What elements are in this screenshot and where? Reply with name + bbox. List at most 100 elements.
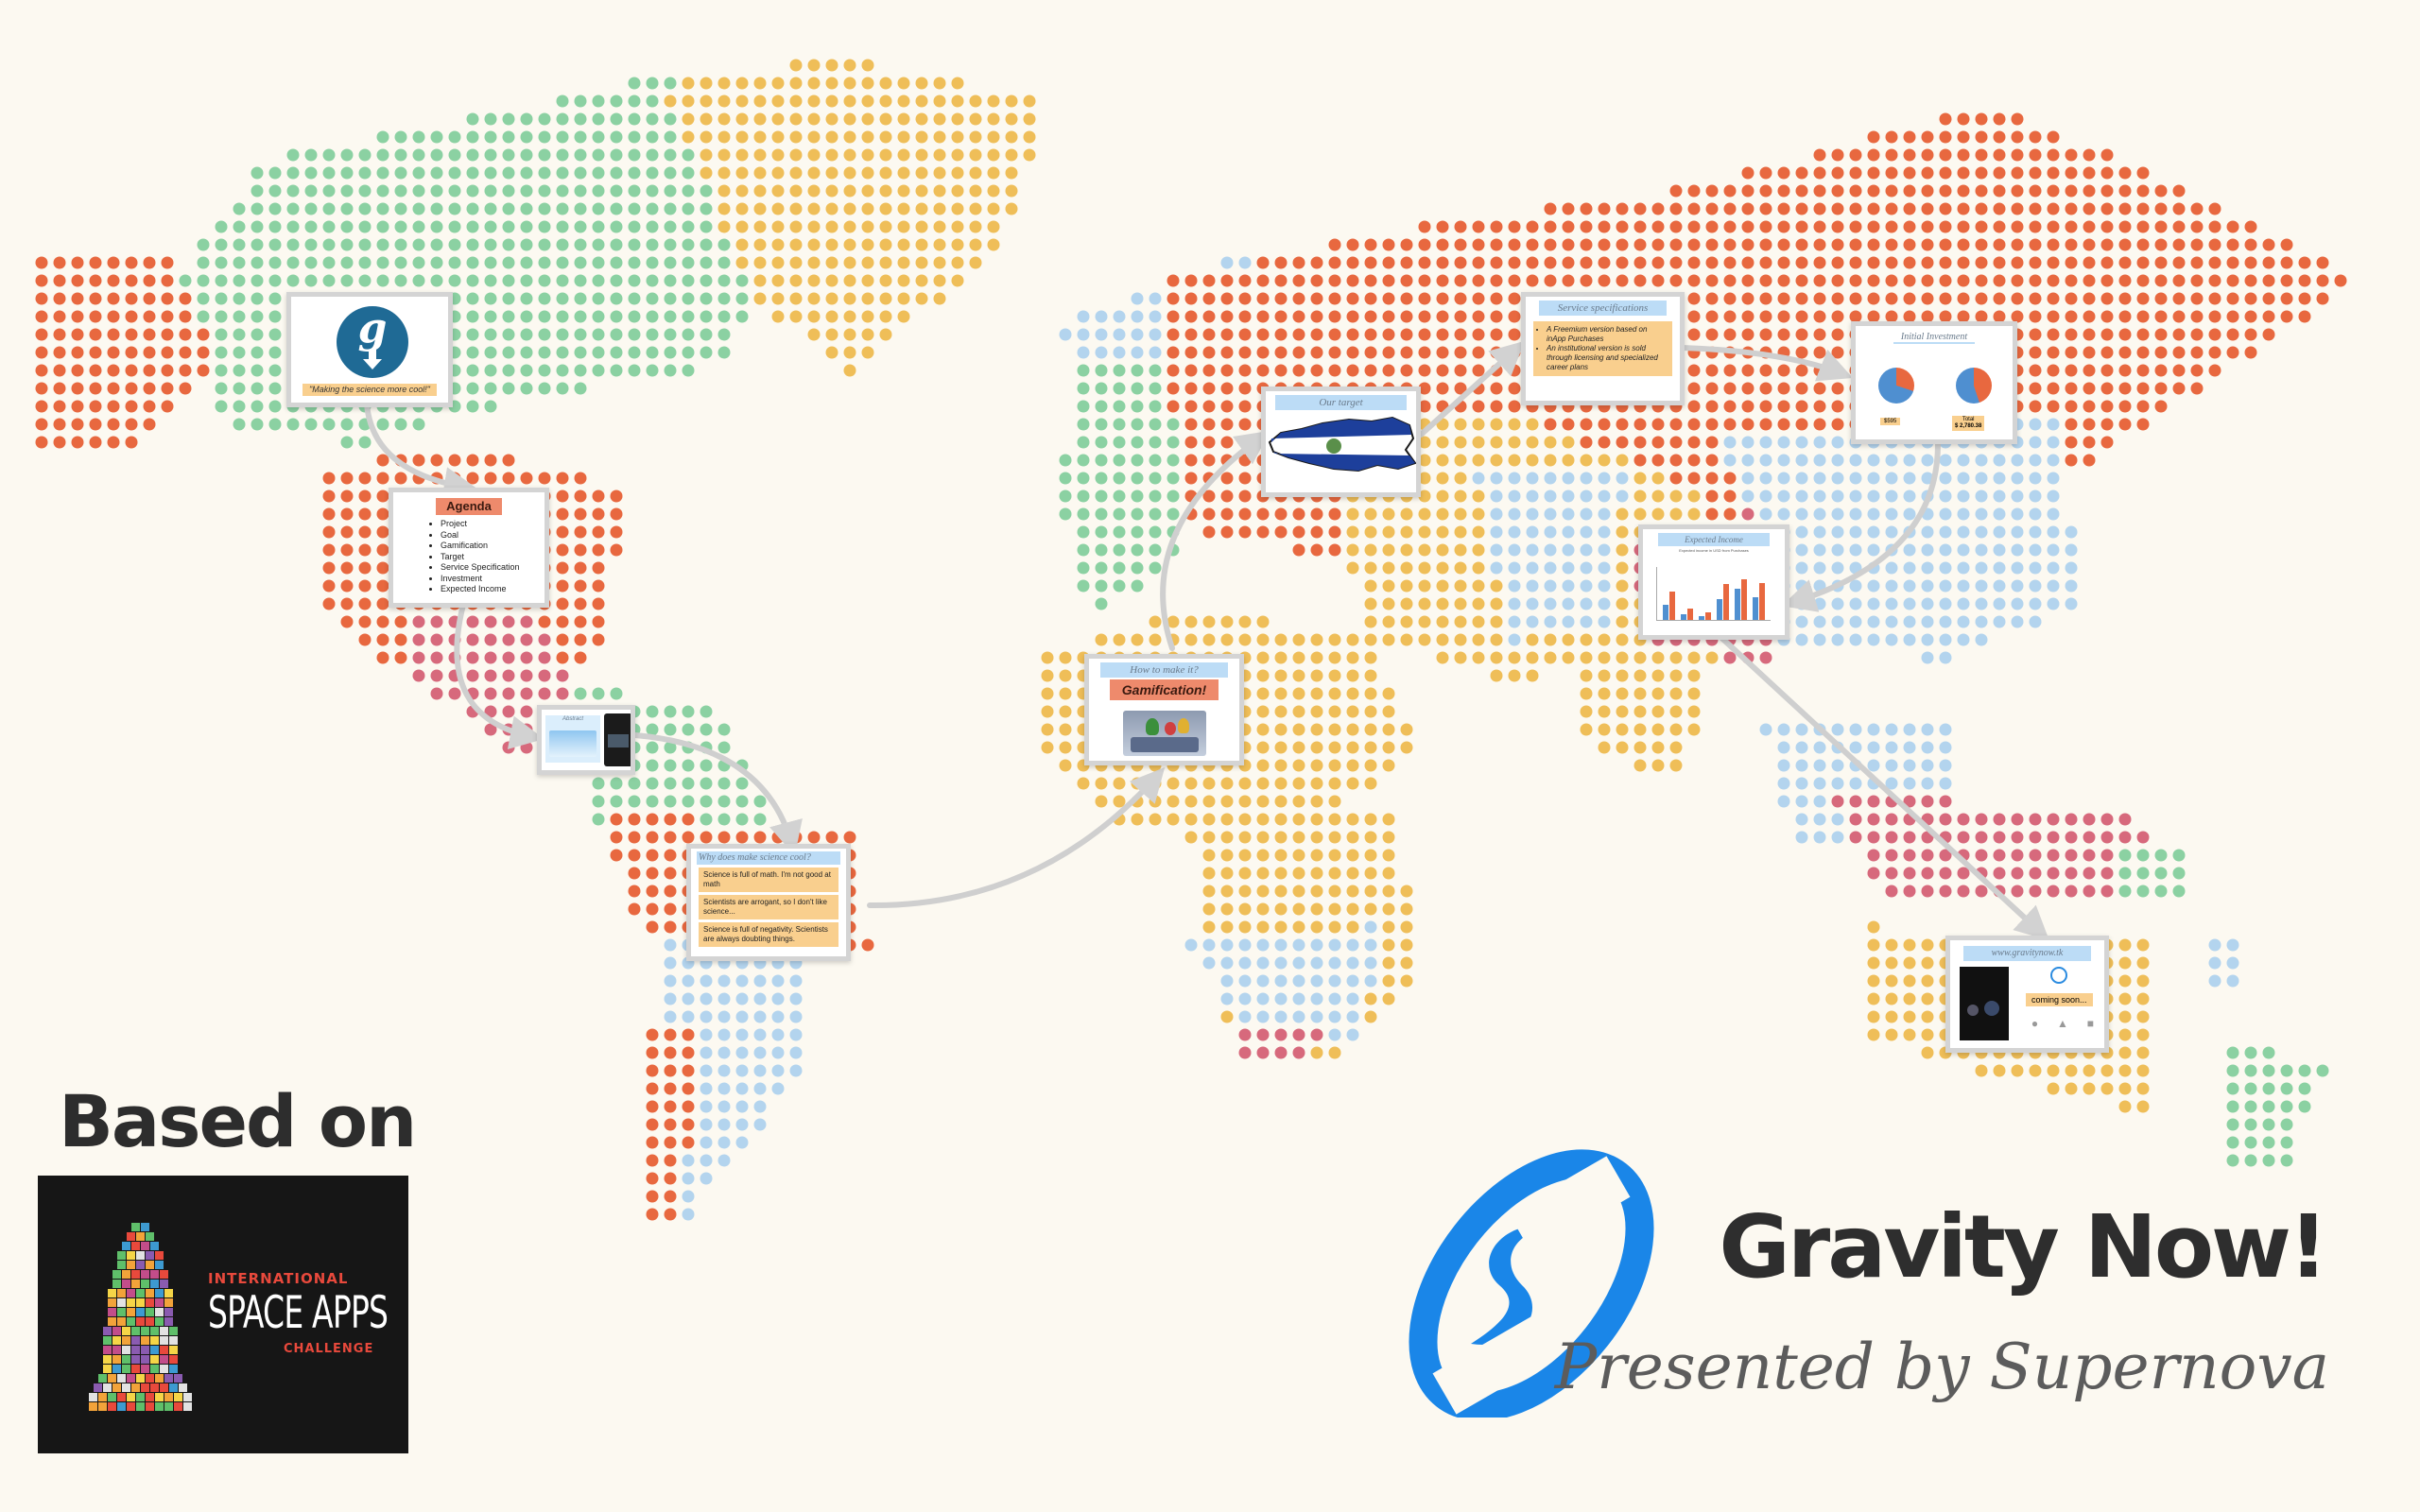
map-dot bbox=[340, 274, 354, 287]
map-dot bbox=[1220, 382, 1234, 395]
rocket-pixel bbox=[103, 1355, 112, 1364]
map-dot bbox=[771, 112, 785, 126]
map-dot bbox=[107, 328, 120, 341]
rocket-pixel bbox=[174, 1393, 182, 1401]
map-dot bbox=[592, 364, 605, 377]
map-dot bbox=[2118, 418, 2132, 431]
map-dot bbox=[1472, 454, 1485, 467]
map-dot bbox=[1472, 274, 1485, 287]
map-dot bbox=[789, 256, 803, 269]
map-dot bbox=[215, 274, 228, 287]
map-dot bbox=[358, 436, 372, 449]
map-dot bbox=[610, 364, 623, 377]
map-dot bbox=[628, 256, 641, 269]
map-dot bbox=[1508, 274, 1521, 287]
map-dot bbox=[1813, 382, 1826, 395]
map-dot bbox=[35, 436, 48, 449]
rocket-pixel bbox=[122, 1336, 130, 1345]
map-dot bbox=[807, 77, 821, 90]
map-dot bbox=[268, 364, 282, 377]
map-dot bbox=[340, 202, 354, 215]
map-dot bbox=[394, 202, 407, 215]
map-dot bbox=[53, 310, 66, 323]
map-dot bbox=[2208, 274, 2221, 287]
frame-investment[interactable]: Initial Investment $595 Total $ 2,780.38 bbox=[1851, 321, 2017, 444]
map-dot bbox=[1993, 310, 2006, 323]
rocket-pixel bbox=[136, 1232, 145, 1241]
frame-intro[interactable]: g "Making the science more cool!" bbox=[286, 292, 453, 407]
map-dot bbox=[2244, 238, 2257, 251]
map-dot bbox=[2244, 328, 2257, 341]
map-dot bbox=[1256, 256, 1270, 269]
frame-service[interactable]: Service specifications A Freemium versio… bbox=[1521, 292, 1685, 405]
frame-income[interactable]: Expected Income Expected income in USD f… bbox=[1638, 524, 1789, 640]
map-dot bbox=[1454, 436, 1467, 449]
map-dot bbox=[556, 274, 569, 287]
map-dot bbox=[1418, 274, 1431, 287]
map-dot bbox=[1454, 256, 1467, 269]
map-dot bbox=[394, 220, 407, 233]
map-dot bbox=[2154, 274, 2168, 287]
map-dot bbox=[843, 292, 856, 305]
frame-how[interactable]: How to make it? Gamification! bbox=[1084, 654, 1244, 765]
map-dot bbox=[2172, 364, 2186, 377]
rocket-pixel bbox=[122, 1383, 130, 1392]
map-dot bbox=[807, 274, 821, 287]
map-dot bbox=[1472, 238, 1485, 251]
map-dot bbox=[1526, 256, 1539, 269]
map-dot bbox=[1957, 184, 1970, 198]
map-dot bbox=[2047, 436, 2060, 449]
map-dot bbox=[700, 256, 713, 269]
map-dot bbox=[1903, 130, 1916, 144]
map-dot bbox=[2136, 238, 2150, 251]
frame-agenda[interactable]: Agenda ProjectGoalGamificationTargetServ… bbox=[389, 488, 549, 608]
map-dot bbox=[1957, 202, 1970, 215]
frame-target[interactable]: Our target bbox=[1261, 387, 1421, 497]
map-dot bbox=[1705, 436, 1719, 449]
map-dot bbox=[2011, 130, 2024, 144]
map-dot bbox=[717, 202, 731, 215]
map-dot bbox=[1095, 436, 1108, 449]
map-dot bbox=[897, 184, 910, 198]
map-dot bbox=[1400, 328, 1413, 341]
map-dot bbox=[1705, 472, 1719, 485]
map-dot bbox=[1238, 292, 1252, 305]
map-dot bbox=[251, 310, 264, 323]
map-dot bbox=[1077, 454, 1090, 467]
map-dot bbox=[861, 292, 874, 305]
map-dot bbox=[1957, 310, 1970, 323]
space-apps-challenge-logo[interactable]: INTERNATIONAL SPACE APPS CHALLENGE bbox=[38, 1176, 408, 1453]
rocket-pixel bbox=[127, 1289, 135, 1297]
rocket-pixel bbox=[98, 1374, 107, 1383]
map-dot bbox=[825, 310, 838, 323]
map-dot bbox=[1777, 274, 1790, 287]
map-dot bbox=[1867, 454, 1880, 467]
map-dot bbox=[35, 382, 48, 395]
map-dot bbox=[376, 274, 389, 287]
path-arrow-2 bbox=[454, 602, 544, 749]
map-dot bbox=[215, 328, 228, 341]
map-dot bbox=[2172, 256, 2186, 269]
map-dot bbox=[951, 202, 964, 215]
map-dot bbox=[1490, 454, 1503, 467]
map-dot bbox=[1256, 364, 1270, 377]
frame-project[interactable]: Abstract bbox=[537, 705, 635, 775]
map-dot bbox=[1328, 346, 1341, 359]
map-dot bbox=[1903, 148, 1916, 162]
map-dot bbox=[628, 148, 641, 162]
map-dot bbox=[951, 274, 964, 287]
map-dot bbox=[1167, 328, 1180, 341]
frame-why[interactable]: Why does make science cool? Science is f… bbox=[686, 844, 851, 961]
rocket-pixel bbox=[127, 1402, 135, 1411]
map-dot bbox=[1526, 454, 1539, 467]
income-bar bbox=[1759, 583, 1765, 620]
map-dot bbox=[1993, 472, 2006, 485]
map-dot bbox=[1113, 364, 1126, 377]
map-dot bbox=[1418, 220, 1431, 233]
map-dot bbox=[1777, 436, 1790, 449]
map-dot bbox=[879, 292, 892, 305]
frame-website[interactable]: www.gravitynow.tk coming soon... ● ▲ ■ bbox=[1945, 936, 2109, 1053]
map-dot bbox=[646, 328, 659, 341]
map-dot bbox=[1400, 292, 1413, 305]
